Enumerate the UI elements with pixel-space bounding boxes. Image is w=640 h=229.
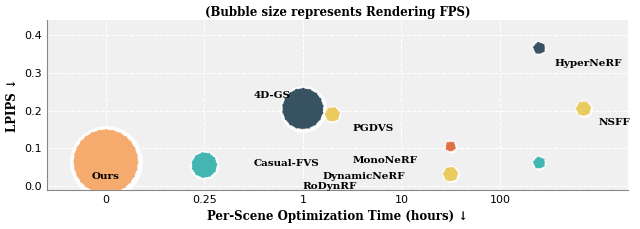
Point: [445, 172, 456, 176]
Point: [534, 46, 545, 50]
Point: [579, 107, 589, 110]
Text: HyperNeRF: HyperNeRF: [554, 60, 621, 68]
Point: [445, 145, 456, 148]
X-axis label: Per-Scene Optimization Time (hours) ↓: Per-Scene Optimization Time (hours) ↓: [207, 210, 468, 224]
Text: 4D-GS: 4D-GS: [253, 91, 291, 100]
Point: [579, 107, 589, 110]
Text: MonoNeRF: MonoNeRF: [352, 156, 417, 165]
Point: [534, 46, 545, 50]
Text: NSFF: NSFF: [598, 118, 630, 127]
Point: [100, 160, 111, 164]
Point: [327, 112, 337, 116]
Text: DynamicNeRF: DynamicNeRF: [323, 172, 405, 181]
Text: RoDynRF: RoDynRF: [303, 183, 357, 191]
Text: Ours: Ours: [92, 172, 120, 181]
Point: [445, 145, 456, 148]
Text: Casual-FVS: Casual-FVS: [253, 159, 319, 168]
Title: (Bubble size represents Rendering FPS): (Bubble size represents Rendering FPS): [205, 5, 470, 19]
Text: PGDVS: PGDVS: [352, 124, 394, 133]
Point: [298, 107, 308, 110]
Y-axis label: LPIPS ↓: LPIPS ↓: [6, 78, 19, 132]
Point: [199, 163, 209, 167]
Point: [327, 112, 337, 116]
Point: [100, 160, 111, 164]
Point: [534, 161, 545, 165]
Point: [534, 161, 545, 165]
Point: [298, 107, 308, 110]
Point: [445, 172, 456, 176]
Point: [199, 163, 209, 167]
